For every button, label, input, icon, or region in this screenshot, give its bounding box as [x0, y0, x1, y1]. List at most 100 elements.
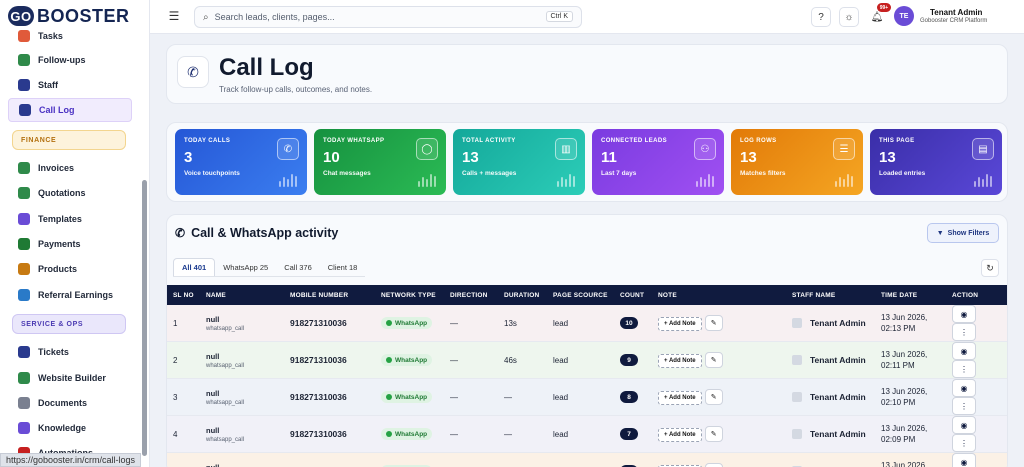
stat-card-today-whatsapp[interactable]: TODAY WHATSAPP 10 Chat messages ◯: [314, 129, 446, 195]
stat-subtitle: Chat messages: [323, 170, 371, 177]
network-badge: WhatsApp: [381, 317, 433, 329]
column-header[interactable]: NETWORK TYPE: [375, 285, 444, 305]
add-note-button[interactable]: + Add Note: [658, 428, 702, 442]
sidebar-item-follow-ups[interactable]: Follow-ups: [8, 48, 132, 72]
column-header[interactable]: SL NO: [167, 285, 200, 305]
view-eye-icon[interactable]: ◉: [952, 379, 976, 397]
sparkline-decoration: [418, 174, 436, 187]
column-header[interactable]: STAFF NAME: [786, 285, 875, 305]
view-eye-icon[interactable]: ◉: [952, 453, 976, 467]
sidebar-item-label: Products: [38, 264, 78, 274]
tab-whatsapp[interactable]: WhatsApp 25: [223, 262, 269, 272]
sidebar-item-knowledge[interactable]: Knowledge: [8, 416, 132, 440]
theme-toggle-icon[interactable]: ☼: [839, 7, 859, 27]
page-title: Call Log: [219, 54, 314, 81]
column-header[interactable]: TIME DATE: [875, 285, 946, 305]
stat-card-this-page[interactable]: THIS PAGE 13 Loaded entries ▤: [870, 129, 1002, 195]
tab-call[interactable]: Call 376: [284, 262, 312, 272]
tab-all[interactable]: All 401: [173, 258, 216, 276]
view-eye-icon[interactable]: ◉: [952, 305, 976, 323]
sidebar-item-products[interactable]: Products: [8, 257, 132, 281]
whatsapp-icon: [386, 431, 392, 437]
view-eye-icon[interactable]: ◉: [952, 416, 976, 434]
edit-pencil-icon[interactable]: ✎: [704, 352, 723, 368]
column-header[interactable]: COUNT: [614, 285, 652, 305]
stat-value: 13: [879, 149, 896, 166]
refresh-icon[interactable]: ↻: [981, 259, 999, 277]
more-options-icon[interactable]: ⋮: [952, 323, 976, 341]
mobile-number: 918271310036: [284, 341, 375, 379]
direction: —: [444, 305, 498, 342]
show-filters-button[interactable]: ▼ Show Filters: [927, 223, 999, 243]
edit-pencil-icon[interactable]: ✎: [704, 389, 723, 405]
search-input[interactable]: ⌕ Search leads, clients, pages... Ctrl K: [194, 6, 582, 28]
more-options-icon[interactable]: ⋮: [952, 397, 976, 415]
sidebar-scrollbar[interactable]: [142, 180, 147, 456]
hamburger-menu-icon[interactable]: ☰: [168, 9, 180, 23]
view-eye-icon[interactable]: ◉: [952, 342, 976, 360]
activity-panel: ✆ Call & WhatsApp activity ▼ Show Filter…: [166, 214, 1008, 467]
time-date-cell: 13 Jun 2026, 02:10 PM: [875, 378, 946, 416]
sidebar-item-invoices[interactable]: Invoices: [8, 156, 132, 180]
add-note-button[interactable]: + Add Note: [658, 391, 702, 405]
network-cell: WhatsApp: [375, 415, 444, 453]
column-header[interactable]: MOBILE NUMBER: [284, 285, 375, 305]
column-header[interactable]: PAGE SCOURCE: [547, 285, 614, 305]
sidebar-item-documents[interactable]: Documents: [8, 391, 132, 415]
action-cell: ◉⋮: [946, 452, 1007, 467]
network-cell: WhatsApp: [375, 305, 444, 342]
stat-card-connected-leads[interactable]: CONNECTED LEADS 11 Last 7 days ⚇: [592, 129, 724, 195]
count-badge: 8: [620, 391, 638, 403]
add-note-button[interactable]: + Add Note: [658, 354, 702, 368]
table-row[interactable]: 1 null whatsapp_call 918271310036 WhatsApp —1…: [167, 305, 1007, 342]
sidebar-item-referral-earnings[interactable]: Referral Earnings: [8, 283, 132, 307]
phone-icon: ✆: [177, 56, 209, 88]
bell-icon[interactable]: 🔔︎: [867, 7, 887, 27]
count-cell: 8: [614, 378, 652, 416]
sidebar-item-website-builder[interactable]: Website Builder: [8, 366, 132, 390]
sl-no: 4: [167, 415, 200, 453]
edit-pencil-icon[interactable]: ✎: [704, 315, 723, 331]
staff-avatar: [792, 355, 802, 365]
sidebar-item-label: Invoices: [38, 163, 75, 173]
product-icon: [18, 263, 30, 275]
more-options-icon[interactable]: ⋮: [952, 434, 976, 452]
table-row[interactable]: 3 null whatsapp_call 918271310036 WhatsApp — —…: [167, 378, 1007, 416]
user-name[interactable]: Tenant Admin: [930, 8, 983, 17]
add-note-button[interactable]: + Add Note: [658, 317, 702, 331]
direction: —: [444, 378, 498, 416]
stat-subtitle: Matches filters: [740, 170, 786, 177]
sidebar-item-tasks[interactable]: Tasks: [8, 24, 132, 48]
add-note-button[interactable]: + Add Note: [658, 465, 702, 467]
more-options-icon[interactable]: ⋮: [952, 360, 976, 378]
lead-name: null: [206, 425, 220, 435]
stat-card-log-rows[interactable]: LOG ROWS 13 Matches filters ☰: [731, 129, 863, 195]
edit-pencil-icon[interactable]: ✎: [704, 463, 723, 467]
table-row[interactable]: 2 null whatsapp_call 918271310036 WhatsApp —4…: [167, 341, 1007, 379]
stat-card-today-calls[interactable]: TODAY CALLS 3 Voice touchpoints ✆: [175, 129, 307, 195]
edit-pencil-icon[interactable]: ✎: [704, 426, 723, 442]
network-cell: WhatsApp: [375, 378, 444, 416]
sidebar-item-tickets[interactable]: Tickets: [8, 340, 132, 364]
stat-label: THIS PAGE: [879, 138, 915, 144]
column-header[interactable]: DIRECTION: [444, 285, 498, 305]
sidebar-item-templates[interactable]: Templates: [8, 207, 132, 231]
avatar[interactable]: TE: [894, 6, 914, 26]
sidebar-item-quotations[interactable]: Quotations: [8, 181, 132, 205]
brand-logo[interactable]: GO BOOSTER: [0, 0, 149, 32]
column-header[interactable]: NAME: [200, 285, 284, 305]
page-source: lead: [547, 305, 614, 342]
table-row[interactable]: 4 null whatsapp_call 918271310036 WhatsApp — —…: [167, 415, 1007, 453]
tab-client[interactable]: Client 18: [327, 262, 358, 272]
column-header[interactable]: DURATION: [498, 285, 547, 305]
sidebar-item-staff[interactable]: Staff: [8, 73, 132, 97]
sidebar-item-payments[interactable]: Payments: [8, 232, 132, 256]
stat-card-total-activity[interactable]: TOTAL ACTIVITY 13 Calls + messages ▥: [453, 129, 585, 195]
logo-mark: GO: [8, 6, 34, 26]
sidebar-item-call-log[interactable]: Call Log: [8, 98, 132, 122]
column-header[interactable]: ACTION: [946, 285, 1007, 305]
column-header[interactable]: NOTE: [652, 285, 786, 305]
help-icon[interactable]: ?: [811, 7, 831, 27]
